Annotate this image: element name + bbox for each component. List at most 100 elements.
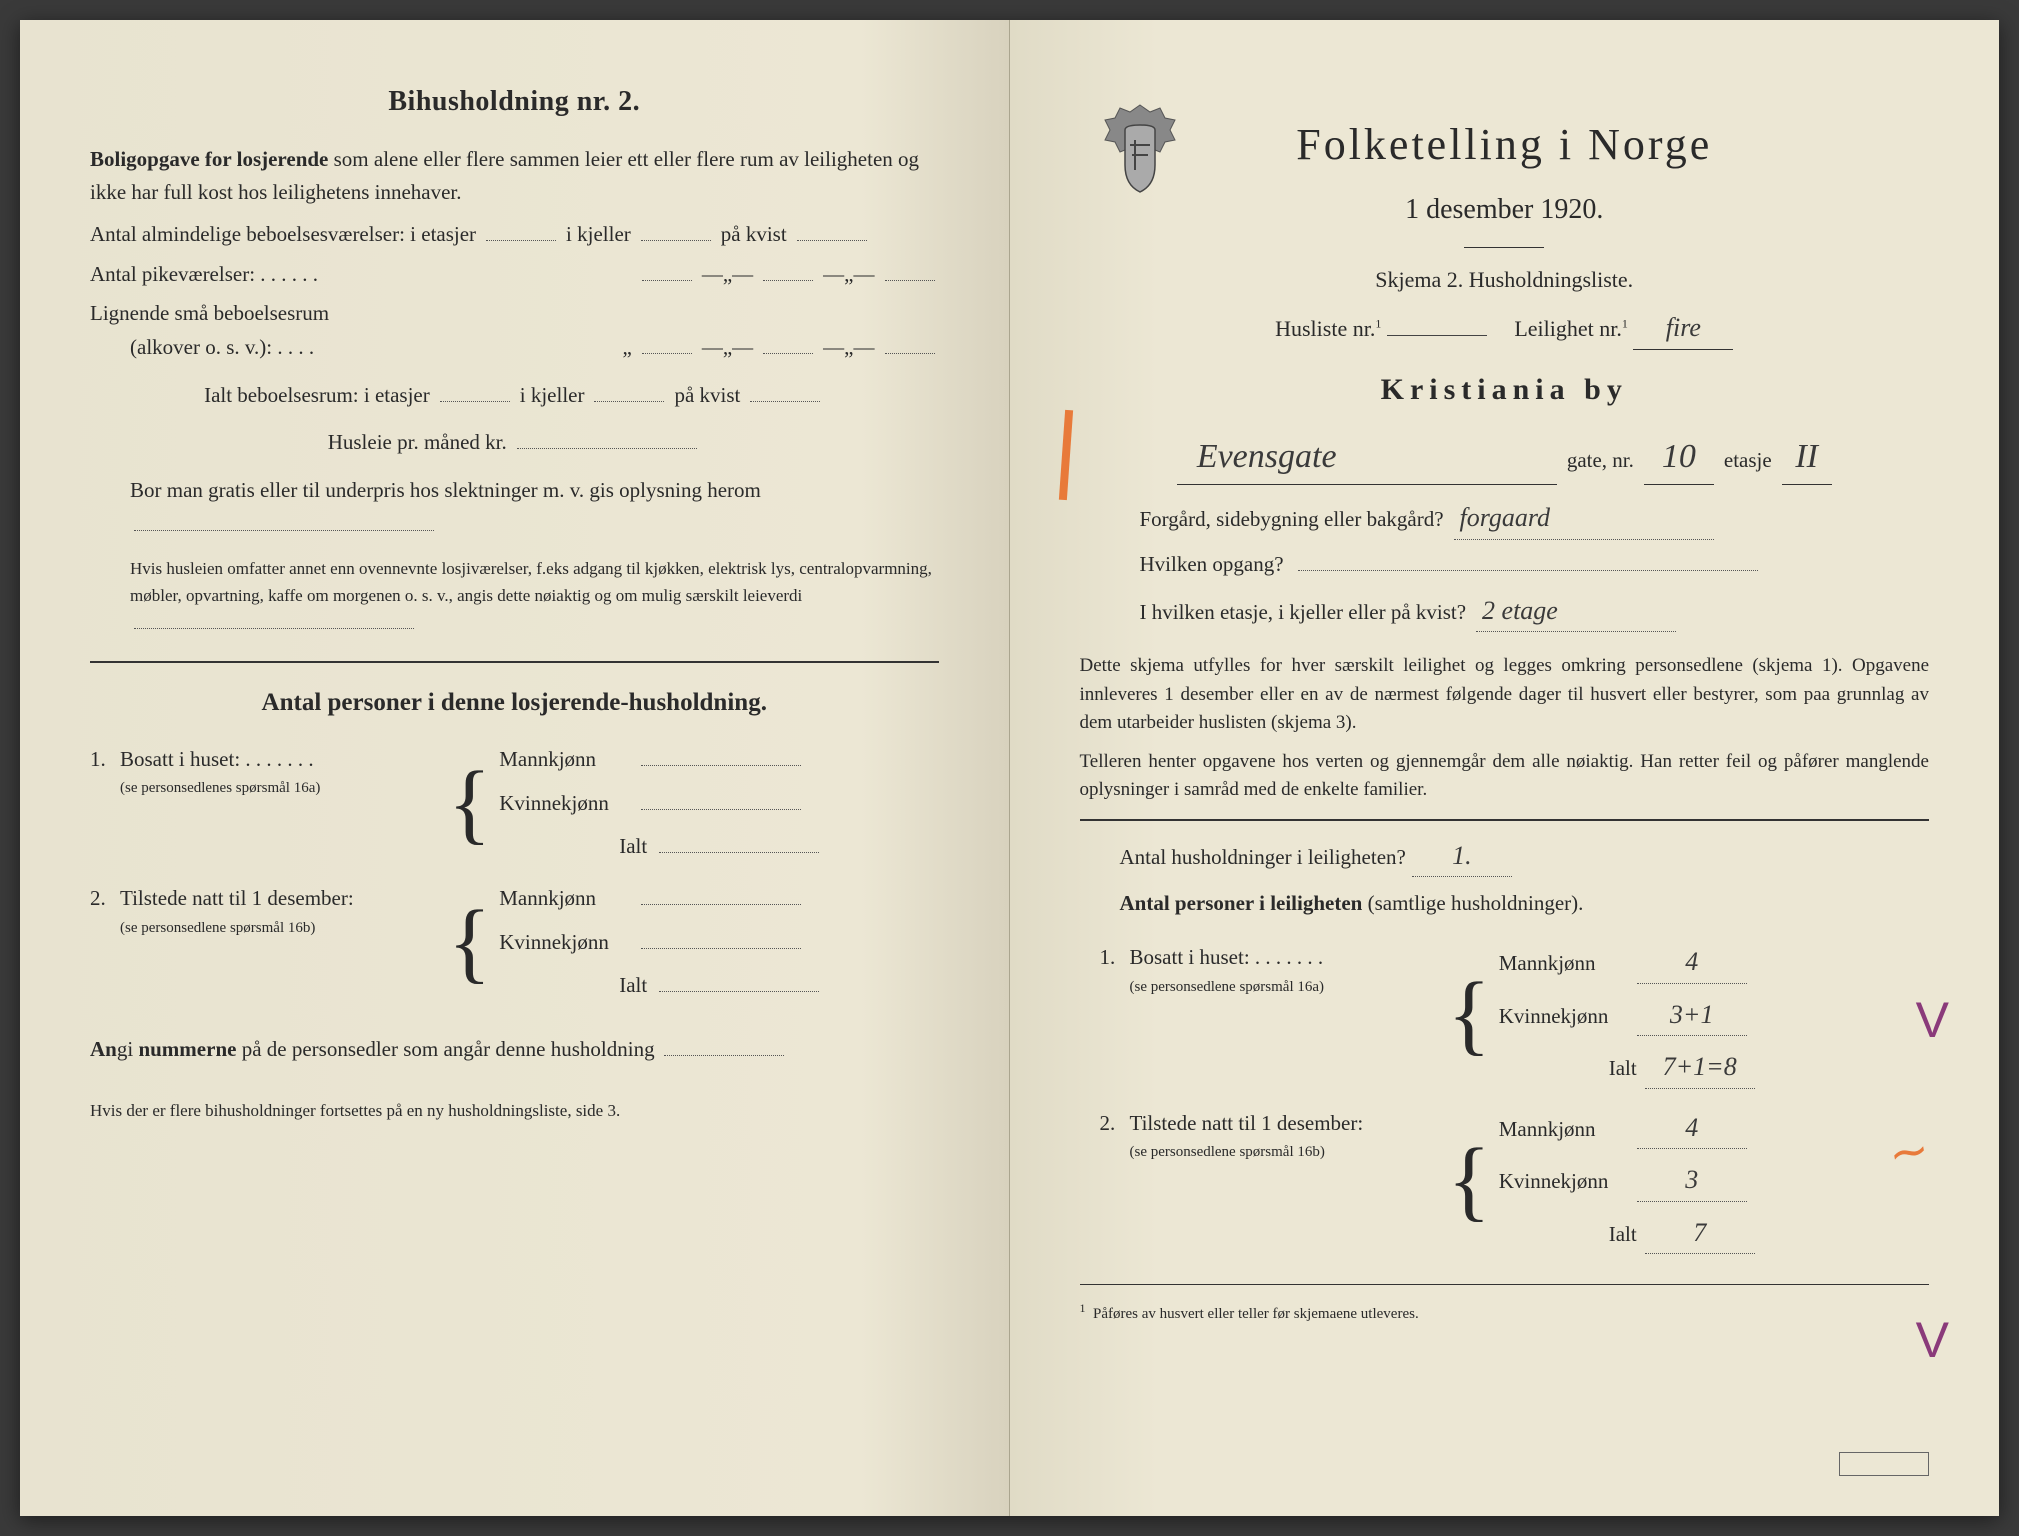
blank bbox=[885, 331, 935, 354]
blank bbox=[641, 926, 801, 949]
blank bbox=[642, 331, 692, 354]
r-mann2: Mannkjønn bbox=[1499, 1113, 1629, 1147]
lignende2: (alkover o. s. v.): . . . . bbox=[130, 331, 314, 365]
left-page: Bihusholdning nr. 2. Boligopgave for los… bbox=[20, 20, 1010, 1516]
antal-hush-hw: 1. bbox=[1412, 835, 1512, 878]
instr2: Telleren henter opgavene hos verten og g… bbox=[1080, 748, 1930, 805]
checkmark-icon-2: V bbox=[1916, 1300, 1949, 1380]
mann-label2: Mannkjønn bbox=[499, 882, 629, 916]
section-title: Antal personer i denne losjerende-hushol… bbox=[90, 683, 939, 723]
r-item1-sub: (se personsedlene spørsmål 16a) bbox=[1130, 975, 1440, 999]
right-footer: 1 Påføres av husvert eller teller før sk… bbox=[1080, 1284, 1930, 1329]
skjema-line: Skjema 2. Husholdningsliste. bbox=[1080, 262, 1930, 297]
blank bbox=[659, 830, 819, 853]
blank bbox=[641, 218, 711, 241]
r-kvinne2: Kvinnekjønn bbox=[1499, 1165, 1629, 1199]
sup1: 1 bbox=[1375, 317, 1381, 331]
item1-sub: (se personsedlenes spørsmål 16a) bbox=[120, 776, 440, 800]
etasje-hw: II bbox=[1782, 430, 1832, 485]
nr-hw: 10 bbox=[1644, 430, 1714, 485]
blank bbox=[641, 882, 801, 905]
street-hw: Evensgate bbox=[1177, 430, 1557, 485]
leilighet-label: Leilighet nr. bbox=[1514, 316, 1622, 341]
brace-icon: { bbox=[1448, 983, 1491, 1046]
pike-row: Antal pikeværelser: . . . . . . —„— —„— bbox=[90, 258, 939, 292]
angi-para: Angi nummerne på de personsedler som ang… bbox=[90, 1033, 939, 1067]
r1-i: 7+1=8 bbox=[1645, 1046, 1755, 1089]
item2-sub: (se personsedlene spørsmål 16b) bbox=[120, 916, 440, 940]
ialt-rooms-row: Ialt beboelsesrum: i etasjer i kjeller p… bbox=[90, 379, 939, 413]
husliste-line: Husliste nr.1 Leilighet nr.1 fire bbox=[1080, 307, 1930, 350]
num-1: 1. bbox=[90, 743, 120, 777]
q1: Forgård, sidebygning eller bakgård? forg… bbox=[1140, 497, 1930, 540]
brace-icon: { bbox=[1448, 1149, 1491, 1212]
r-item-2: 2. Tilstede natt til 1 desember: (se per… bbox=[1100, 1107, 1930, 1255]
blank bbox=[1387, 312, 1487, 336]
blank bbox=[642, 258, 692, 281]
husliste-label: Husliste nr. bbox=[1275, 316, 1375, 341]
r2-m: 4 bbox=[1637, 1107, 1747, 1150]
blank bbox=[763, 331, 813, 354]
antal-pers-line: Antal personer i leiligheten (samtlige h… bbox=[1120, 887, 1930, 921]
fn-num: 1 bbox=[1080, 1301, 1086, 1315]
blank bbox=[594, 379, 664, 402]
left-footer: Hvis der er flere bihusholdninger fortse… bbox=[90, 1097, 939, 1124]
antal-hush-label: Antal husholdninger i leiligheten? bbox=[1120, 841, 1406, 875]
lead-para: Boligopgave for losjerende som alene ell… bbox=[90, 143, 939, 210]
document-spread: Bihusholdning nr. 2. Boligopgave for los… bbox=[20, 20, 1999, 1516]
lead-bold: Boligopgave for losjerende bbox=[90, 147, 328, 171]
kjeller-label2: i kjeller bbox=[520, 379, 585, 413]
r-item2-label: Tilstede natt til 1 desember: bbox=[1130, 1107, 1440, 1141]
blank bbox=[664, 1033, 784, 1056]
rooms-label: Antal almindelige beboelsesværelser: i e… bbox=[90, 218, 476, 252]
kvist-label2: på kvist bbox=[674, 379, 740, 413]
blank bbox=[750, 379, 820, 402]
q3-hw: 2 etage bbox=[1476, 590, 1676, 633]
r1-m: 4 bbox=[1637, 941, 1747, 984]
angi-text: gi bbox=[117, 1037, 139, 1061]
r-item2-sub: (se personsedlene spørsmål 16b) bbox=[1130, 1140, 1440, 1164]
coat-of-arms-icon bbox=[1100, 100, 1180, 200]
r-num-2: 2. bbox=[1100, 1107, 1130, 1141]
r-mann: Mannkjønn bbox=[1499, 947, 1629, 981]
fn-text: Påføres av husvert eller teller før skje… bbox=[1093, 1306, 1419, 1322]
q2-label: Hvilken opgang? bbox=[1140, 548, 1284, 582]
antal-pers-rest: (samtlige husholdninger). bbox=[1362, 891, 1583, 915]
r-ialt: Ialt bbox=[1609, 1052, 1637, 1086]
r2-i: 7 bbox=[1645, 1212, 1755, 1255]
ialt-label: Ialt bbox=[619, 830, 647, 864]
husleie-label: Husleie pr. måned kr. bbox=[328, 426, 507, 460]
r-num-1: 1. bbox=[1100, 941, 1130, 975]
blank bbox=[134, 508, 434, 531]
blank bbox=[885, 258, 935, 281]
sup1b: 1 bbox=[1622, 317, 1628, 331]
kvinne-label2: Kvinnekjønn bbox=[499, 926, 629, 960]
note-text: Hvis husleien omfatter annet enn ovennev… bbox=[130, 559, 932, 605]
blank bbox=[797, 218, 867, 241]
pike-label: Antal pikeværelser: . . . . . . bbox=[90, 258, 318, 292]
blank bbox=[641, 743, 801, 766]
r2-k: 3 bbox=[1637, 1159, 1747, 1202]
husleie-row: Husleie pr. måned kr. bbox=[90, 426, 939, 460]
r-ialt2: Ialt bbox=[1609, 1218, 1637, 1252]
instr1: Dette skjema utfylles for hver særskilt … bbox=[1080, 652, 1930, 738]
blank bbox=[517, 426, 697, 449]
checkmark-icon: V bbox=[1916, 980, 1949, 1060]
r-item-1: 1. Bosatt i huset: . . . . . . . (se per… bbox=[1100, 941, 1930, 1089]
ialt-rooms-label: Ialt beboelsesrum: i etasjer bbox=[204, 379, 430, 413]
gate-label: gate, nr. bbox=[1567, 444, 1634, 478]
item-2: 2. Tilstede natt til 1 desember: (se per… bbox=[90, 882, 939, 1003]
divider bbox=[90, 661, 939, 663]
blank bbox=[659, 969, 819, 992]
q1-hw: forgaard bbox=[1454, 497, 1714, 540]
orange-mark bbox=[1058, 410, 1072, 500]
blank bbox=[440, 379, 510, 402]
kvist-label: på kvist bbox=[721, 218, 787, 252]
rooms-row: Antal almindelige beboelsesværelser: i e… bbox=[90, 218, 939, 252]
ialt-label2: Ialt bbox=[619, 969, 647, 1003]
note-para: Hvis husleien omfatter annet enn ovennev… bbox=[130, 555, 939, 637]
angi-rest: på de personsedler som angår denne husho… bbox=[236, 1037, 654, 1061]
city: Kristiania by bbox=[1080, 366, 1930, 414]
kvinne-label: Kvinnekjønn bbox=[499, 787, 629, 821]
item2-label: Tilstede natt til 1 desember: bbox=[120, 882, 440, 916]
